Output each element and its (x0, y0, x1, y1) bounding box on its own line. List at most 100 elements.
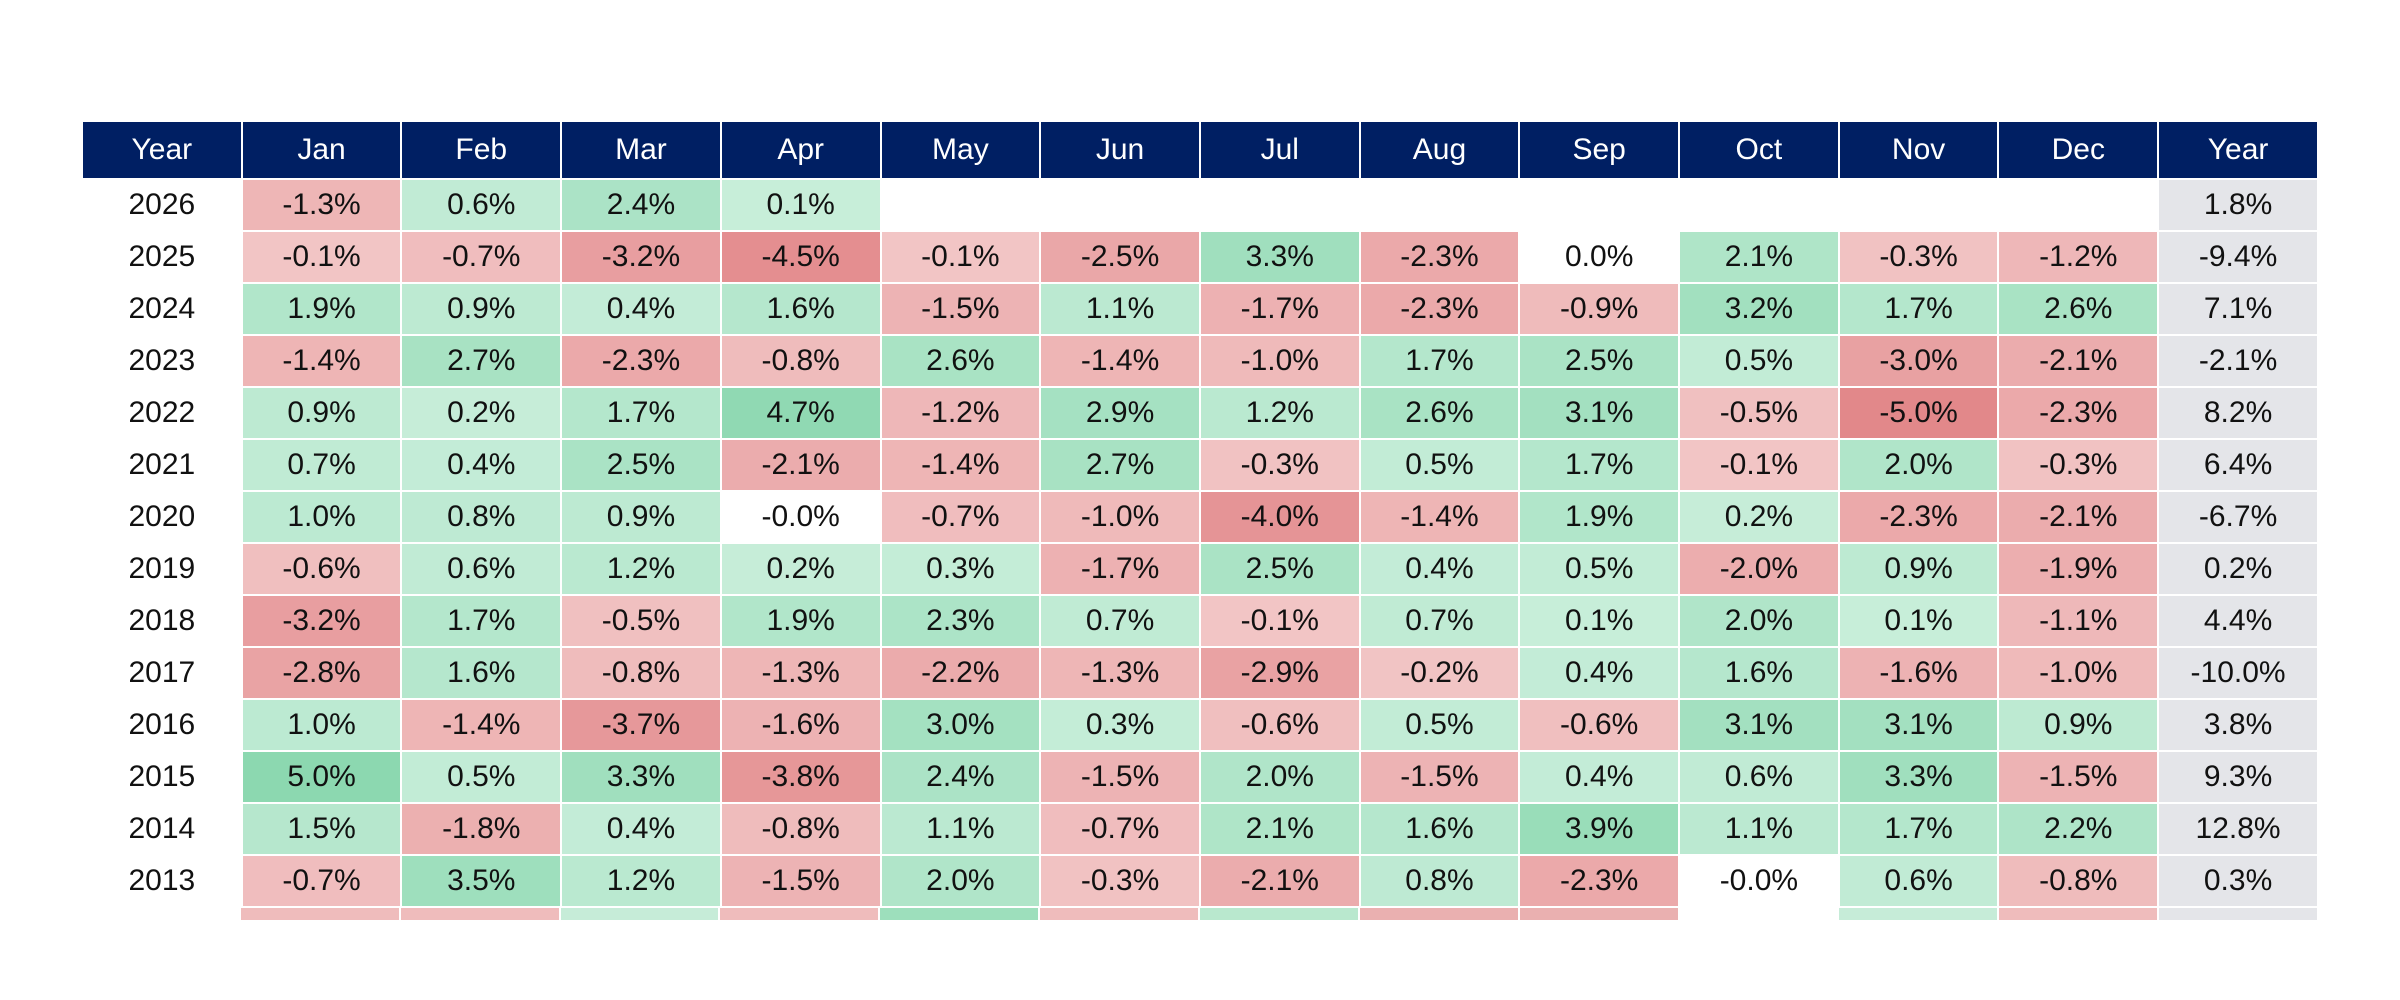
year-cell: 2013 (81, 854, 243, 908)
month-cell: 1.6% (719, 282, 882, 336)
month-cell: 0.4% (400, 438, 563, 492)
month-cell: 2.5% (1518, 334, 1681, 388)
month-cell: 3.9% (1518, 802, 1681, 856)
month-cell: 1.7% (1518, 438, 1681, 492)
month-cell: -1.2% (1997, 230, 2160, 284)
month-cell: 0.6% (400, 542, 563, 596)
row: 2022 0.9% 0.2% 1.7% 4.7% -1.2% 2.9% 1.2% 2.6% 3.1… (81, 386, 2319, 440)
year-cell: 2019 (81, 542, 243, 596)
month-cell: -1.5% (1997, 750, 2160, 804)
month-cell: -0.8% (719, 802, 882, 856)
column-header: Oct (1678, 120, 1840, 180)
row: 2017 -2.8% 1.6% -0.8% -1.3% -2.2% -1.3% -2.9% -0… (81, 646, 2319, 700)
month-cell: 2.0% (1678, 594, 1840, 648)
month-cell: 2.7% (400, 334, 563, 388)
year-cell: 2026 (81, 178, 243, 232)
month-cell: -2.0% (1678, 542, 1840, 596)
month-cell: -1.4% (879, 438, 1042, 492)
month-cell: -3.0% (1837, 334, 2000, 388)
month-cell: -2.1% (1997, 334, 2160, 388)
month-cell: -0.1% (240, 230, 403, 284)
month-cell: -0.6% (1198, 698, 1361, 752)
month-cell: -1.0% (1039, 490, 1201, 544)
month-cell: -1.5% (719, 854, 882, 908)
month-cell: 1.2% (560, 542, 722, 596)
column-header: Year (2157, 120, 2319, 180)
month-cell: -0.6% (1518, 698, 1681, 752)
month-cell: 3.1% (1518, 386, 1681, 440)
month-cell: -1.0% (1997, 646, 2160, 700)
month-cell: 1.7% (1837, 802, 2000, 856)
month-cell: -1.6% (719, 698, 882, 752)
month-cell: -2.5% (1039, 230, 1201, 284)
month-cell: -2.3% (1358, 230, 1521, 284)
month-cell: 2.0% (1837, 438, 2000, 492)
column-header: Apr (719, 120, 882, 180)
row: 2025 -0.1% -0.7% -3.2% -4.5% -0.1% -2.5% 3.3% -2… (81, 230, 2319, 284)
returns-table: Year Jan Feb Mar Apr May Jun Jul Aug Sep Oct Nov Dec… (81, 120, 2320, 920)
month-cell: 0.5% (1358, 438, 1521, 492)
month-cell: 2.2% (1997, 802, 2160, 856)
month-cell: 2.3% (879, 594, 1042, 648)
month-cell: 0.4% (560, 802, 722, 856)
year-total-cell: -10.0% (2157, 646, 2319, 700)
month-cell: 0.7% (240, 438, 403, 492)
month-cell: 1.2% (560, 854, 722, 908)
month-cell: 0.0% (1518, 230, 1681, 284)
month-cell: -2.2% (879, 646, 1042, 700)
empty-cell (879, 178, 1042, 232)
month-cell: 0.3% (1039, 698, 1201, 752)
year-total-cell: -2.1% (2157, 334, 2319, 388)
month-cell: 2.4% (879, 750, 1042, 804)
column-header: Year (81, 120, 243, 180)
month-cell: 0.1% (1837, 594, 2000, 648)
month-cell: 0.5% (1518, 542, 1681, 596)
year-total-cell: 9.3% (2157, 750, 2319, 804)
column-header: Mar (560, 120, 722, 180)
month-cell: -3.2% (240, 594, 403, 648)
month-cell: -2.1% (719, 438, 882, 492)
month-cell: 0.2% (719, 542, 882, 596)
month-cell: -2.3% (1837, 490, 2000, 544)
year-total-cell: 8.2% (2157, 386, 2319, 440)
column-header: Feb (400, 120, 563, 180)
column-header: Aug (1358, 120, 1521, 180)
table: Year Jan Feb Mar Apr May Jun Jul Aug Sep Oct Nov Dec… (81, 120, 2319, 908)
year-cell: 2021 (81, 438, 243, 492)
month-cell: -1.6% (1837, 646, 2000, 700)
month-cell: 1.1% (1678, 802, 1840, 856)
row: 2015 5.0% 0.5% 3.3% -3.8% 2.4% -1.5% 2.0% -1.5% 0… (81, 750, 2319, 804)
month-cell: -3.7% (560, 698, 722, 752)
month-cell: 0.7% (1358, 594, 1521, 648)
month-cell: -0.7% (1039, 802, 1201, 856)
month-cell: 0.6% (1837, 854, 2000, 908)
month-cell: -0.9% (1518, 282, 1681, 336)
year-cell: 2018 (81, 594, 243, 648)
month-cell: -2.1% (1997, 490, 2160, 544)
month-cell: 0.2% (400, 386, 563, 440)
month-cell: 0.3% (879, 542, 1042, 596)
year-total-cell: 6.4% (2157, 438, 2319, 492)
month-cell: 1.9% (719, 594, 882, 648)
month-cell: 2.1% (1678, 230, 1840, 284)
month-cell: -0.0% (1678, 854, 1840, 908)
month-cell: 1.6% (1358, 802, 1521, 856)
month-cell: -0.7% (400, 230, 563, 284)
row: 2024 1.9% 0.9% 0.4% 1.6% -1.5% 1.1% -1.7% -2.3% -… (81, 282, 2319, 336)
month-cell: -1.3% (1039, 646, 1201, 700)
month-cell: -2.3% (1997, 386, 2160, 440)
month-cell: -0.0% (719, 490, 882, 544)
column-header: Jul (1198, 120, 1361, 180)
month-cell: -0.1% (1198, 594, 1361, 648)
row: 2021 0.7% 0.4% 2.5% -2.1% -1.4% 2.7% -0.3% 0.5% 1… (81, 438, 2319, 492)
month-cell: -0.5% (560, 594, 722, 648)
month-cell: -0.7% (240, 854, 403, 908)
column-header: Nov (1837, 120, 2000, 180)
month-cell: 0.9% (560, 490, 722, 544)
month-cell: 0.8% (400, 490, 563, 544)
month-cell: 3.3% (1198, 230, 1361, 284)
month-cell: 0.2% (1678, 490, 1840, 544)
month-cell: -0.5% (1678, 386, 1840, 440)
month-cell: -0.8% (1997, 854, 2160, 908)
month-cell: -1.9% (1997, 542, 2160, 596)
